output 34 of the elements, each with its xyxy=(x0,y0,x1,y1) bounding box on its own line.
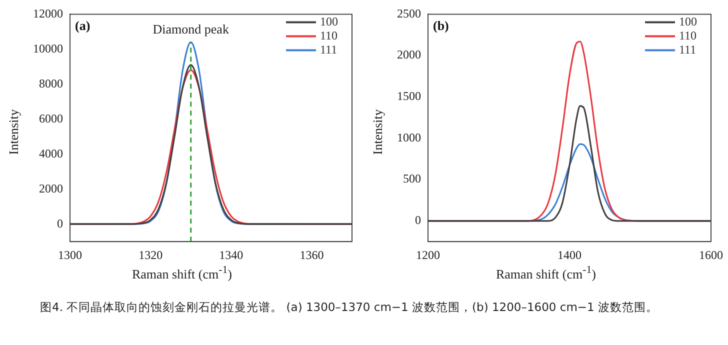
x-tick-label: 1340 xyxy=(219,248,244,262)
x-tick-label: 1400 xyxy=(558,248,582,262)
y-tick-label: 2000 xyxy=(39,181,63,196)
chart-title: (a) xyxy=(75,18,90,34)
x-tick-label: 1600 xyxy=(699,248,723,262)
x-axis-title: Raman shift (cm$^{-1}$) xyxy=(130,264,234,282)
ref-line-label: Diamond peak xyxy=(152,22,230,37)
y-tick-label: 2000 xyxy=(397,48,421,62)
y-tick-label: 2500 xyxy=(397,6,421,20)
y-tick-label: 12000 xyxy=(33,6,63,20)
caption: 图4. 不同晶体取向的蚀刻金刚石的拉曼光谱。 (a) 1300–1370 cm−1 波数范围，(b) 1200–1600 cm−1 波数范围。 xyxy=(40,299,660,316)
x-tick-label: 1360 xyxy=(300,248,324,262)
y-tick-label: 0 xyxy=(415,213,421,228)
x-tick-label: 1300 xyxy=(58,248,82,262)
y-tick-label: 4000 xyxy=(39,146,63,160)
legend-label: 100 xyxy=(320,14,338,28)
y-axis-title: Intensity xyxy=(6,109,22,155)
x-tick-label: 1200 xyxy=(416,248,440,262)
y-tick-label: 10000 xyxy=(33,41,63,56)
y-tick-label: 0 xyxy=(57,216,63,230)
y-tick-label: 500 xyxy=(403,172,421,186)
chart-title: (b) xyxy=(433,18,449,34)
y-tick-label: 8000 xyxy=(39,76,63,90)
y-tick-label: 6000 xyxy=(39,111,63,126)
legend-label: 110 xyxy=(679,28,697,42)
y-tick-label: 1000 xyxy=(397,130,421,144)
legend-label: 111 xyxy=(679,42,696,56)
x-tick-label: 1320 xyxy=(138,248,163,262)
x-axis-title: Raman shift (cm$^{-1}$) xyxy=(494,264,598,282)
legend-label: 111 xyxy=(320,42,338,56)
y-axis-title: Intensity xyxy=(370,109,386,155)
y-tick-label: 1500 xyxy=(397,89,421,104)
legend-label: 110 xyxy=(320,28,338,42)
legend-label: 100 xyxy=(679,14,697,28)
